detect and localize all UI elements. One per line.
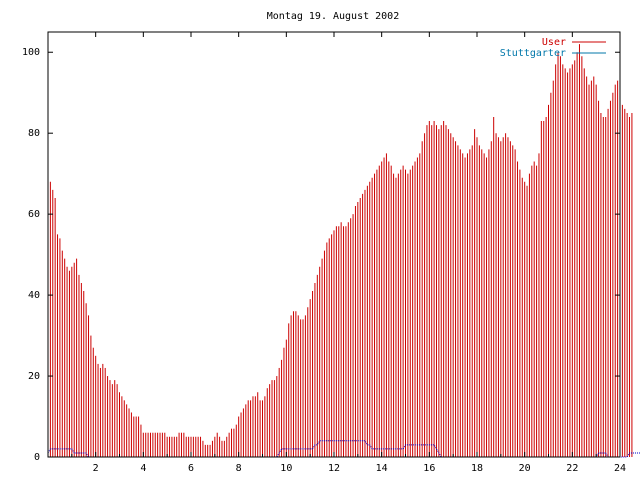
- x-tick-label: 18: [471, 463, 483, 474]
- x-tick-label: 22: [566, 463, 578, 474]
- chart-title: Montag 19. August 2002: [267, 11, 399, 22]
- x-tick-label: 24: [614, 463, 626, 474]
- user-bars-layer: [47, 44, 633, 457]
- x-tick-label: 10: [280, 463, 292, 474]
- legend-label-user: User: [542, 37, 566, 48]
- x-tick-label: 14: [376, 463, 388, 474]
- y-tick-label: 100: [22, 47, 40, 58]
- x-tick-label: 16: [423, 463, 435, 474]
- y-tick-label: 20: [28, 371, 40, 382]
- y-tick-label: 0: [34, 452, 40, 463]
- x-tick-label: 2: [93, 463, 99, 474]
- x-tick-label: 6: [188, 463, 194, 474]
- x-tick-label: 20: [519, 463, 531, 474]
- x-tick-label: 8: [236, 463, 242, 474]
- y-tick-label: 40: [28, 290, 40, 301]
- y-tick-label: 80: [28, 128, 40, 139]
- legend: User Stuttgarter: [500, 37, 606, 59]
- x-tick-label: 12: [328, 463, 340, 474]
- y-tick-label: 60: [28, 209, 40, 220]
- x-tick-label: 4: [140, 463, 146, 474]
- legend-label-stuttgarter: Stuttgarter: [500, 48, 566, 59]
